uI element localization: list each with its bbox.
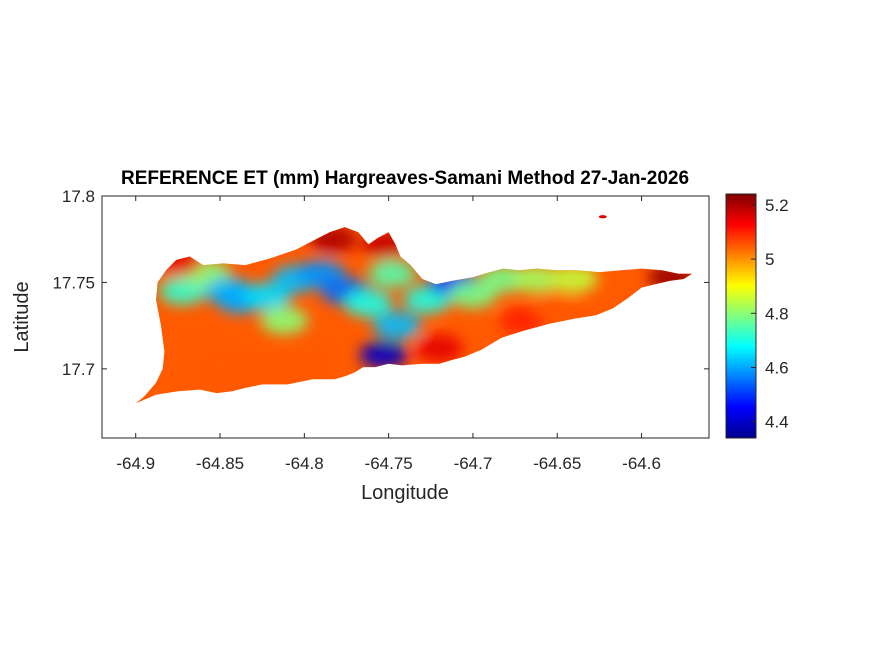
y-tick-label: 17.8 (62, 187, 95, 206)
colorbar-tick-label: 4.6 (765, 359, 789, 378)
heatmap-cell (373, 311, 422, 340)
heatmap-cell (513, 265, 561, 293)
colorbar-tick-label: 5 (765, 250, 774, 269)
x-tick-label: -64.6 (622, 454, 661, 473)
plot-frame (101, 195, 710, 439)
heatmap-cell (359, 341, 408, 369)
colorbar-tick-label: 4.4 (765, 413, 789, 432)
x-tick-label: -64.9 (116, 454, 155, 473)
y-tick-label: 17.7 (62, 360, 95, 379)
colorbar-tick-label: 5.2 (765, 196, 789, 215)
colorbar-frame (725, 193, 757, 439)
heatmap-cell (479, 265, 528, 293)
heatmap-layer (135, 215, 693, 404)
heatmap-cell (243, 282, 292, 311)
colorbar-tick-label: 4.8 (765, 304, 789, 323)
x-tick-label: -64.75 (365, 454, 413, 473)
colorbar-ticks: 4.4 4.6 4.8 5 5.2 (751, 196, 789, 432)
colorbar-gradient (726, 194, 756, 438)
heatmap-cell (533, 294, 582, 323)
colorbar: 4.4 4.6 4.8 5 5.2 (725, 193, 789, 439)
islet (598, 215, 607, 219)
x-tick-label: -64.85 (196, 454, 244, 473)
heatmap-cell (368, 259, 416, 288)
heatmap-cell (260, 306, 309, 335)
heatmap-cell (266, 354, 315, 383)
y-axis-label: Latitude (11, 281, 33, 352)
x-tick-label: -64.7 (454, 454, 493, 473)
islet-layer (598, 215, 607, 219)
heatmap-field (153, 227, 693, 395)
x-tick-label: -64.8 (285, 454, 324, 473)
heatmap-cell (344, 289, 393, 318)
y-tick-label: 17.75 (52, 273, 95, 292)
x-axis-ticks: -64.9 -64.85 -64.8 -64.75 -64.7 -64.65 -64.6 (116, 196, 661, 473)
y-axis-ticks: 17.7 17.75 17.8 (52, 187, 709, 379)
heatmap-cell (415, 334, 464, 363)
heatmap-cell (550, 265, 599, 293)
x-axis-label: Longitude (361, 482, 449, 504)
chart-title: REFERENCE ET (mm) Hargreaves-Samani Meth… (121, 168, 689, 189)
x-tick-label: -64.65 (533, 454, 581, 473)
